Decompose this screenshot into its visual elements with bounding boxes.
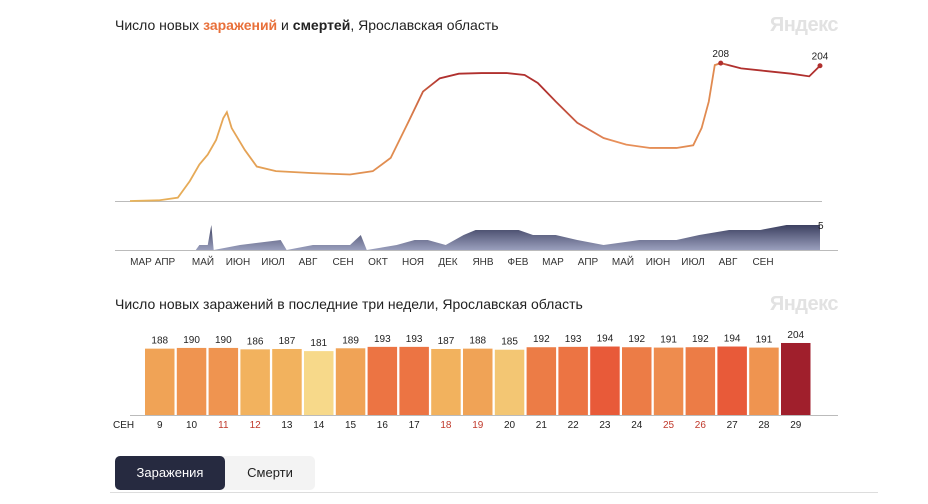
chart2-title: Число новых заражений в последние три не… (115, 296, 583, 312)
bar[interactable] (335, 348, 366, 415)
day-tick-label: 16 (377, 420, 389, 431)
bar-value-label: 191 (660, 335, 677, 346)
day-tick-label: 19 (472, 420, 484, 431)
month-tick-label: МАР (542, 257, 564, 268)
day-tick-label: 9 (157, 420, 163, 431)
bar[interactable] (685, 347, 716, 415)
bar[interactable] (272, 348, 302, 415)
day-tick-label: 23 (599, 420, 611, 431)
yandex-logo-2: Яндекс (769, 293, 839, 315)
bar-value-label: 192 (628, 334, 645, 345)
bar-value-label: 204 (787, 330, 804, 341)
bar[interactable] (240, 349, 270, 415)
month-tick-label: СЕН (752, 257, 773, 268)
bars-month-label: СЕН (113, 420, 134, 431)
bar-value-label: 187 (279, 336, 296, 347)
month-tick-label: АПР (155, 257, 176, 268)
bar[interactable] (176, 347, 207, 415)
day-tick-label: 17 (409, 420, 421, 431)
bar-value-label: 190 (183, 335, 200, 346)
month-tick-label: ОКТ (368, 257, 388, 268)
bar[interactable] (304, 351, 334, 415)
bar[interactable] (494, 349, 525, 415)
divider (110, 492, 878, 493)
bar-value-label: 188 (469, 336, 486, 347)
bar[interactable] (622, 347, 652, 415)
bar-value-label: 187 (438, 336, 455, 347)
day-tick-label: 18 (440, 420, 452, 431)
bar-value-label: 186 (247, 336, 264, 347)
month-tick-label: ДЕК (438, 257, 457, 268)
tab-deaths[interactable]: Смерти (247, 465, 293, 480)
month-tick-label: АПР (578, 257, 599, 268)
bar[interactable] (526, 347, 557, 415)
bar[interactable] (717, 346, 747, 415)
month-tick-label: НОЯ (402, 257, 424, 268)
month-tick-label: ФЕВ (508, 257, 529, 268)
infections-annotation: 208 (712, 49, 729, 60)
day-tick-label: 24 (631, 420, 643, 431)
month-tick-label: ИЮЛ (681, 257, 704, 268)
day-tick-label: 28 (758, 420, 770, 431)
bar[interactable] (558, 346, 588, 415)
month-tick-label: ИЮЛ (261, 257, 284, 268)
yandex-logo: Яндекс (769, 14, 839, 36)
day-tick-label: 12 (250, 420, 262, 431)
bar-value-label: 192 (533, 334, 550, 345)
month-tick-label: МАЙ (192, 255, 214, 268)
deaths-annotation: 5 (818, 221, 824, 232)
day-tick-label: 20 (504, 420, 516, 431)
deaths-area (130, 225, 820, 250)
bar-value-label: 181 (310, 338, 327, 349)
day-tick-label: 26 (695, 420, 707, 431)
bar-value-label: 193 (406, 334, 423, 345)
day-tick-label: 15 (345, 420, 357, 431)
bar[interactable] (431, 348, 461, 415)
tab-infections[interactable]: Заражения (115, 456, 225, 490)
day-tick-label: 13 (281, 420, 293, 431)
infections-annotation: 204 (812, 52, 829, 63)
bar-value-label: 194 (597, 334, 614, 345)
infections-peak-marker (718, 60, 724, 66)
bar[interactable] (145, 348, 175, 415)
bar-value-label: 185 (501, 337, 518, 348)
day-tick-label: 10 (186, 420, 198, 431)
day-tick-label: 29 (790, 420, 802, 431)
day-tick-label: 21 (536, 420, 548, 431)
month-tick-label: ИЮН (226, 257, 251, 268)
bar-value-label: 189 (342, 335, 359, 346)
month-tick-label: ЯНВ (472, 257, 493, 268)
month-tick-label: МАР (130, 257, 152, 268)
bar[interactable] (590, 346, 620, 415)
chart1-title: Число новых заражений и смертей, Ярослав… (115, 17, 499, 33)
bar-value-label: 194 (724, 334, 741, 345)
month-tick-label: АВГ (299, 257, 318, 268)
bar[interactable] (653, 347, 684, 415)
day-tick-label: 25 (663, 420, 675, 431)
bar[interactable] (399, 346, 429, 415)
bar[interactable] (781, 342, 811, 415)
day-tick-label: 11 (218, 420, 229, 431)
bar-value-label: 192 (692, 334, 709, 345)
month-tick-label: АВГ (719, 257, 738, 268)
bar-value-label: 188 (151, 336, 168, 347)
month-tick-label: СЕН (332, 257, 353, 268)
infections-peak-marker (817, 63, 823, 69)
day-tick-label: 27 (727, 420, 739, 431)
bar[interactable] (463, 348, 493, 415)
bar-value-label: 193 (374, 334, 391, 345)
bar-value-label: 191 (756, 335, 773, 346)
infections-line (129, 62, 821, 202)
bar[interactable] (208, 347, 239, 415)
bar[interactable] (749, 347, 779, 415)
month-tick-label: ИЮН (646, 257, 671, 268)
bar-value-label: 190 (215, 335, 232, 346)
metric-tabs: Заражения Смерти (115, 456, 315, 490)
month-tick-label: МАЙ (612, 255, 634, 268)
bar[interactable] (367, 346, 398, 415)
day-tick-label: 22 (568, 420, 580, 431)
bar-value-label: 193 (565, 334, 582, 345)
day-tick-label: 14 (313, 420, 325, 431)
